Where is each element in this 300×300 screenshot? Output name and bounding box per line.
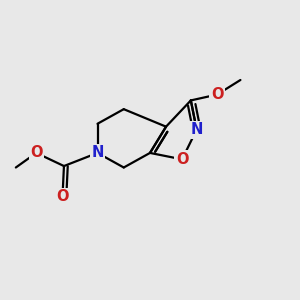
- Text: N: N: [91, 146, 104, 160]
- Text: N: N: [190, 122, 203, 137]
- Text: O: O: [211, 87, 223, 102]
- Text: O: O: [56, 189, 69, 204]
- Text: O: O: [30, 146, 43, 160]
- Text: O: O: [176, 152, 188, 167]
